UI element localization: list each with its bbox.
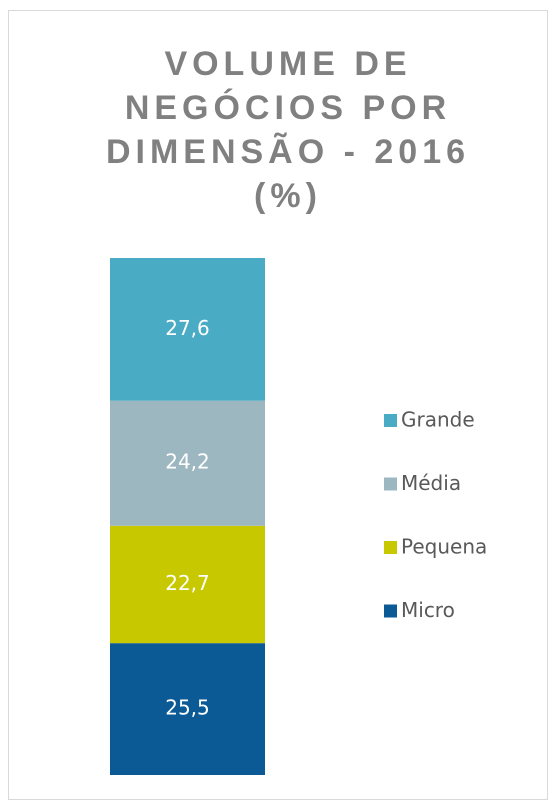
chart-frame xyxy=(8,10,548,800)
data-label: 22,7 xyxy=(165,571,210,595)
data-label: 25,5 xyxy=(165,696,210,720)
legend-swatch xyxy=(384,541,397,554)
legend-label: Média xyxy=(401,471,461,495)
bar-segment xyxy=(110,643,265,775)
legend-label: Pequena xyxy=(401,535,487,559)
legend-swatch xyxy=(384,604,397,618)
legend-swatch xyxy=(384,477,397,491)
bar-segment xyxy=(110,400,265,526)
data-label: 27,6 xyxy=(165,316,210,340)
bar-segment xyxy=(110,258,265,401)
legend-label: Micro xyxy=(401,598,455,622)
legend-label: Grande xyxy=(401,408,475,432)
bar-segment xyxy=(110,525,265,644)
chart-title: VOLUME DE NEGÓCIOS POR DIMENSÃO - 2016 (… xyxy=(105,45,471,215)
legend-swatch xyxy=(384,414,397,427)
data-label: 24,2 xyxy=(165,450,210,474)
